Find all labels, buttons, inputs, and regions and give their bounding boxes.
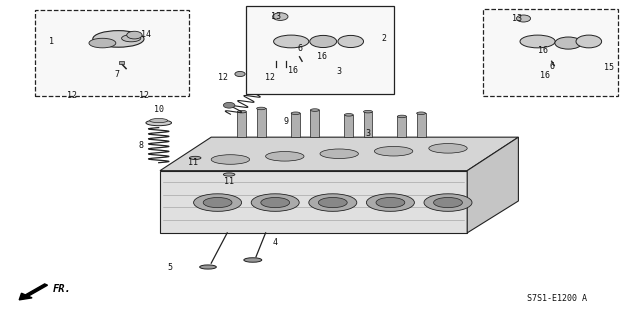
Text: 16: 16 (538, 46, 548, 55)
Circle shape (273, 13, 288, 20)
Ellipse shape (257, 107, 266, 110)
Circle shape (576, 35, 602, 48)
Text: 16: 16 (317, 52, 327, 61)
Circle shape (256, 71, 266, 77)
Ellipse shape (376, 197, 404, 208)
Circle shape (101, 87, 114, 93)
Text: 13: 13 (512, 14, 522, 23)
Text: 15: 15 (604, 63, 614, 72)
Ellipse shape (261, 197, 289, 208)
Ellipse shape (338, 35, 364, 48)
Text: 11: 11 (188, 158, 198, 167)
Bar (364, 112, 372, 137)
Bar (310, 110, 319, 137)
Text: 3: 3 (337, 67, 342, 76)
Ellipse shape (434, 197, 463, 208)
Bar (257, 108, 266, 137)
Ellipse shape (555, 37, 582, 49)
Ellipse shape (344, 114, 353, 116)
Bar (483, 9, 618, 96)
Bar (35, 10, 189, 96)
Polygon shape (467, 137, 518, 233)
Ellipse shape (200, 265, 216, 269)
Ellipse shape (189, 156, 201, 160)
Bar (246, 6, 394, 94)
Text: 3: 3 (365, 130, 371, 138)
Ellipse shape (308, 194, 357, 211)
Ellipse shape (251, 194, 300, 211)
Ellipse shape (204, 197, 232, 208)
Ellipse shape (122, 35, 141, 42)
Circle shape (235, 71, 245, 77)
Ellipse shape (244, 258, 262, 262)
Bar (119, 61, 124, 64)
Bar (237, 112, 246, 137)
Ellipse shape (417, 112, 426, 115)
Text: 7: 7 (115, 70, 120, 78)
Text: 4: 4 (273, 238, 278, 247)
Ellipse shape (397, 115, 406, 118)
Ellipse shape (320, 149, 358, 159)
FancyArrow shape (19, 284, 47, 300)
Ellipse shape (520, 35, 556, 48)
Circle shape (223, 102, 235, 108)
Text: 9: 9 (284, 117, 289, 126)
Text: 14: 14 (141, 30, 151, 39)
Ellipse shape (211, 155, 250, 164)
Ellipse shape (374, 146, 413, 156)
Ellipse shape (223, 173, 235, 176)
Bar (344, 115, 353, 137)
Ellipse shape (424, 194, 472, 211)
Text: 12: 12 (67, 91, 77, 100)
Bar (397, 116, 406, 137)
Ellipse shape (93, 31, 144, 47)
Ellipse shape (146, 120, 172, 126)
Bar (417, 113, 426, 137)
Text: 6: 6 (549, 63, 554, 71)
Ellipse shape (194, 194, 242, 211)
Text: 13: 13 (271, 12, 282, 21)
Ellipse shape (319, 197, 347, 208)
Circle shape (127, 31, 142, 39)
Text: 12: 12 (139, 91, 149, 100)
Text: 8: 8 (138, 141, 143, 150)
Text: S7S1-E1200 A: S7S1-E1200 A (527, 294, 587, 303)
Text: 11: 11 (224, 177, 234, 186)
Text: 12: 12 (218, 73, 228, 82)
Ellipse shape (429, 144, 467, 153)
Text: FR.: FR. (52, 284, 71, 294)
Ellipse shape (150, 119, 168, 122)
Text: 10: 10 (154, 105, 164, 114)
Ellipse shape (274, 35, 309, 48)
Ellipse shape (266, 152, 304, 161)
Polygon shape (160, 171, 467, 233)
Ellipse shape (364, 110, 372, 113)
Text: 16: 16 (288, 66, 298, 75)
Polygon shape (160, 137, 518, 171)
Text: 5: 5 (167, 263, 172, 272)
Bar (291, 113, 300, 137)
Text: 1: 1 (49, 37, 54, 46)
Text: 2: 2 (381, 34, 387, 43)
Circle shape (131, 87, 144, 93)
Circle shape (516, 15, 531, 22)
Ellipse shape (366, 194, 415, 211)
Text: 16: 16 (540, 71, 550, 80)
Ellipse shape (291, 112, 300, 115)
Ellipse shape (310, 109, 319, 111)
Ellipse shape (237, 110, 246, 113)
Ellipse shape (310, 35, 337, 48)
Ellipse shape (89, 38, 116, 48)
Text: 12: 12 (265, 73, 275, 82)
Text: 6: 6 (297, 44, 302, 53)
